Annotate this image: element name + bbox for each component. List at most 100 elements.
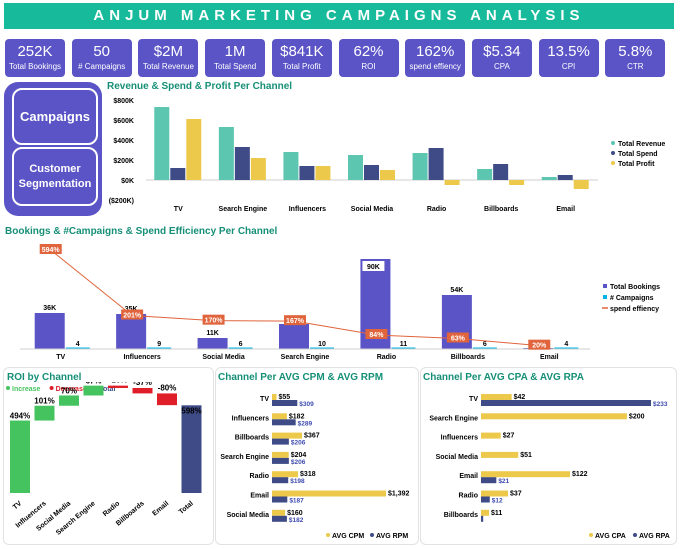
data-label: $42 [514,394,526,401]
y-tick-label: Social Media [436,454,479,461]
revenue-chart-title: Revenue & Spend & Profit Per Channel [107,81,293,92]
data-label: $318 [300,471,316,478]
y-tick-label: $800K [113,98,134,105]
efficiency-label: 594% [42,247,61,254]
legend-label: AVG RPA [639,533,670,540]
bar-avg-rpm [272,400,298,406]
y-tick-label: Radio [459,493,478,500]
kpi-label: spend effiency [409,62,461,71]
legend-marker [633,533,637,537]
efficiency-label-bg [121,309,144,320]
data-label: 494% [10,412,30,421]
campaigns-button[interactable]: Campaigns [12,88,98,145]
kpi-value: $5.34 [483,43,521,60]
bar-avg-cpa [481,451,519,458]
legend-marker [6,386,10,390]
kpi-value: 62% [353,43,384,60]
legend-label: AVG CPA [595,533,626,540]
bar-total-profit [186,119,202,180]
x-tick-label: Email [151,500,170,517]
x-tick-label: Influencers [289,206,326,213]
bar-total-profit [444,180,460,185]
bar-total-spend [299,166,315,180]
bar-total-spend [170,168,186,180]
bar-avg-rpm [272,438,289,445]
bar-avg-rpa [481,496,490,503]
kpi-card: 13.5% CPI [538,39,599,77]
bar-total-revenue [218,127,234,180]
data-label: 9 [157,341,161,348]
legend-label: Total Bookings [610,284,660,291]
y-tick-label: $0K [121,178,134,185]
bar-avg-cpm [272,451,289,458]
bar-avg-cpm [272,394,277,400]
data-label: 11K [206,330,218,337]
kpi-label: # Campaigns [78,62,126,71]
y-tick-label: Radio [250,473,269,480]
data-label: $367 [304,433,320,440]
data-label: $204 [291,452,307,459]
data-label: $198 [290,478,305,485]
bar-avg-cpm [272,490,386,497]
data-label: 11 [400,341,408,348]
data-label: $233 [653,401,668,408]
data-label: $11 [491,510,502,517]
kpi-label: Total Spend [213,62,257,71]
roi-waterfall-chart: Increase Decrease Total494%TV101%Influence… [6,382,202,537]
x-tick-label: TV [56,354,65,361]
data-label: -37% [133,382,152,387]
bar-avg-rpa [481,515,484,522]
bar-campaigns [391,347,416,349]
bar-campaigns [147,347,172,349]
bookings-chart-title: Bookings & #Campaigns & Spend Efficiency… [5,226,278,237]
cpa-rpa-chart: TV $42 $233 Search Engine $200 Influencers $27… [429,394,670,540]
bar-avg-rpa [481,400,651,406]
kpi-value: 252K [17,43,53,60]
bar-campaigns [228,347,253,349]
kpi-card: $841K Total Profit [271,39,332,77]
legend-label: Total Revenue [618,141,665,148]
legend-label: Total Profit [618,161,655,168]
bar-total-profit [250,158,266,180]
bar-total-revenue [283,152,299,180]
x-tick-label: Email [540,354,559,361]
kpi-label: Total Profit [282,62,321,71]
x-tick-label: Radio [377,354,396,361]
y-tick-label: Social Media [227,512,270,519]
legend-marker [49,386,54,390]
x-tick-label: TV [12,500,24,511]
legend-label: Decrease [56,386,87,393]
bar-avg-rpa [481,477,497,484]
kpi-card: $2M Total Revenue [138,39,199,77]
efficiency-label: 20% [532,343,547,350]
kpi-value: $841K [280,43,324,60]
cpa-rpa-panel [420,367,677,545]
data-label: $206 [291,440,306,447]
bar-total-profit [315,166,331,180]
bar-total-revenue [348,155,363,180]
data-label: 70% [61,386,77,395]
data-label: $309 [299,401,314,408]
y-tick-label: Search Engine [429,415,478,422]
kpi-label: CPA [493,62,510,71]
roi-panel [3,367,214,545]
efficiency-label-bg [202,314,225,325]
bar-total-bookings [197,338,228,349]
kpi-value: $2M [153,43,183,60]
x-tick-label: TV [174,206,183,213]
data-label: $206 [291,459,306,466]
y-tick-label: ($200K) [109,198,134,205]
bar-avg-cpa [481,394,512,400]
legend-label: Total [99,386,115,393]
customer-segmentation-button[interactable]: Customer Segmentation [12,147,98,206]
bar-avg-cpm [272,413,287,420]
data-label: $1,392 [388,491,410,498]
nav-panel: Campaigns Customer Segmentation [4,82,102,216]
cpm-rpm-chart-title: Channel Per AVG CPM & AVG RPM [218,372,384,383]
efficiency-label: 170% [205,318,224,325]
dashboard-title: ANJUM MARKETING CAMPAIGNS ANALYSIS [4,3,674,29]
bookings-campaigns-efficiency-chart: 36K4TV35K9Influencers11K6Social Media25K… [20,244,660,361]
bar-total-revenue [412,153,428,180]
data-label: 6 [239,341,243,348]
cpa-rpa-chart-title: Channel Per AVG CPA & AVG RPA [423,372,584,383]
